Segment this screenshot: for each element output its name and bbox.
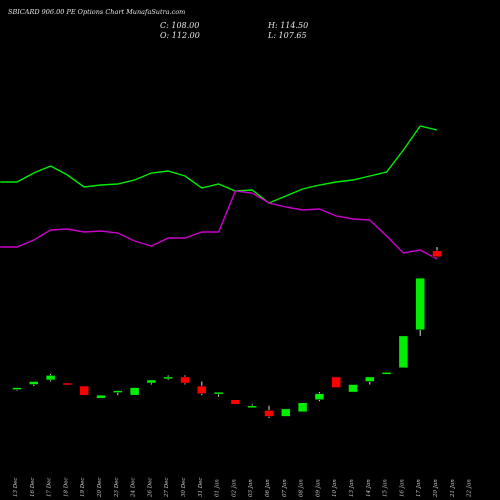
- low-value: L: 107.65: [268, 31, 307, 40]
- candle-body: [62, 382, 73, 386]
- candle-body: [113, 390, 123, 393]
- x-tick-label: 15 Jan: [383, 479, 389, 497]
- x-tick-label: 03 Jan: [248, 479, 254, 497]
- candle-body: [314, 393, 325, 400]
- candle-body: [163, 376, 173, 380]
- x-tick-label: 20 Jan: [433, 479, 439, 498]
- candle-body: [297, 402, 308, 413]
- x-tick-label: 27 Dec: [164, 478, 170, 499]
- candle-body: [96, 394, 106, 399]
- x-tick-label: 24 Dec: [131, 478, 137, 499]
- x-tick-label: 02 Jan: [231, 479, 237, 497]
- indicator-line-2: [0, 190, 438, 260]
- x-tick-label: 10 Jan: [332, 479, 338, 497]
- candle-body: [79, 385, 89, 396]
- candle-body: [247, 405, 257, 409]
- x-tick-label: 07 Jan: [282, 479, 288, 497]
- x-tick-label: 06 Jan: [265, 479, 271, 497]
- x-tick-label: 18 Dec: [63, 478, 69, 498]
- x-tick-label: 22 Jan: [467, 479, 473, 498]
- candle-body: [348, 384, 358, 393]
- x-tick-label: 08 Jan: [299, 479, 305, 497]
- candle-body: [264, 410, 274, 417]
- x-tick-label: 30 Dec: [181, 478, 187, 498]
- x-tick-label: 16 Dec: [30, 478, 36, 498]
- x-tick-label: 01 Jan: [215, 479, 221, 497]
- candle-body: [45, 375, 56, 381]
- candle-body: [146, 379, 157, 384]
- candle-body: [331, 376, 341, 388]
- x-tick-label: 13 Jan: [349, 479, 355, 497]
- x-tick-label: 21 Jan: [450, 479, 456, 498]
- x-tick-label: 17 Dec: [47, 478, 53, 498]
- candle-body: [415, 277, 425, 331]
- x-tick-label: 14 Jan: [366, 479, 372, 497]
- candle-body: [12, 387, 22, 390]
- candle-body: [230, 399, 241, 405]
- x-tick-label: 16 Jan: [399, 479, 405, 497]
- candle-body: [365, 376, 375, 382]
- x-tick-label: 17 Jan: [416, 479, 422, 497]
- candle-body: [398, 335, 409, 369]
- x-tick-label: 26 Dec: [147, 478, 153, 499]
- candle-body: [213, 391, 224, 395]
- candle-body: [197, 385, 207, 394]
- candle-body: [180, 376, 190, 384]
- x-tick-label: 19 Dec: [80, 478, 86, 498]
- candle-body: [29, 381, 39, 385]
- indicator-line-1: [0, 125, 438, 204]
- chart-title: SBICARD 906.00 PE Options Chart MunafaSu…: [8, 8, 186, 16]
- candle-body: [432, 250, 442, 258]
- close-value: C: 108.00: [160, 21, 200, 30]
- x-tick-label: 20 Dec: [97, 478, 103, 499]
- x-tick-label: 31 Dec: [198, 478, 204, 498]
- high-value: H: 114.50: [268, 21, 309, 30]
- candle-body: [129, 387, 140, 396]
- candle-body: [381, 372, 392, 375]
- candle-body: [281, 408, 291, 417]
- open-value: O: 112.00: [160, 31, 200, 40]
- x-tick-label: 13 Dec: [13, 478, 19, 498]
- x-tick-label: 09 Jan: [315, 479, 321, 497]
- x-tick-label: 23 Dec: [114, 478, 120, 499]
